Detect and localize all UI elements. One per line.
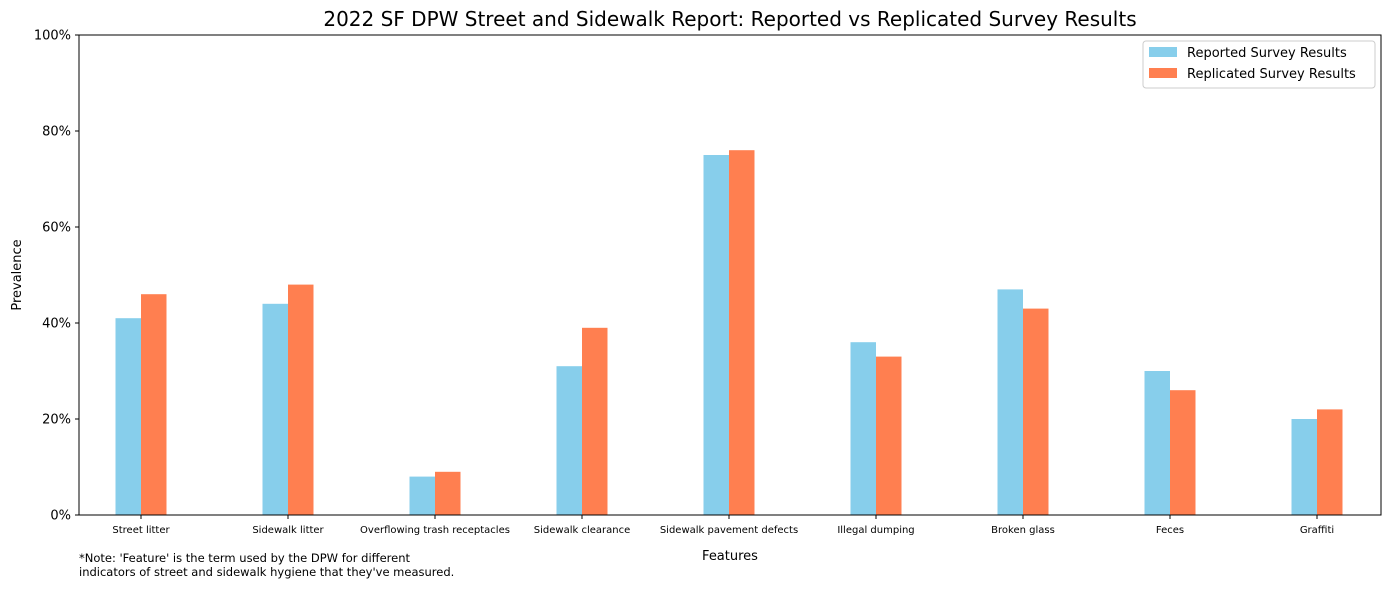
y-tick-label: 100% — [34, 29, 71, 44]
x-tick-label: Sidewalk clearance — [534, 525, 630, 536]
y-tick-label: 20% — [42, 413, 71, 428]
x-tick-label: Street litter — [112, 525, 170, 536]
bar-reported-4 — [703, 155, 729, 515]
y-tick-label: 60% — [42, 221, 71, 236]
bar-replicated-5 — [876, 356, 902, 515]
x-tick-label: Sidewalk pavement defects — [660, 525, 798, 536]
bar-replicated-2 — [435, 471, 461, 515]
bar-replicated-4 — [729, 150, 755, 515]
legend-label-1: Replicated Survey Results — [1187, 67, 1356, 82]
y-tick-label: 80% — [42, 125, 71, 140]
x-tick-label: Graffiti — [1300, 525, 1334, 536]
y-tick-label: 0% — [50, 509, 71, 524]
legend-box — [1142, 40, 1376, 89]
y-tick-label: 40% — [42, 317, 71, 332]
legend: Reported Survey Results Replicated Survey… — [1142, 40, 1376, 89]
legend-swatch-0 — [1149, 47, 1177, 57]
bar-replicated-1 — [288, 284, 314, 515]
bars-group — [115, 150, 1343, 515]
legend-label-0: Reported Survey Results — [1187, 46, 1347, 61]
bar-reported-3 — [556, 366, 582, 515]
y-axis-label: Prevalence — [10, 239, 25, 310]
bar-reported-0 — [115, 318, 141, 515]
x-tick-label: Feces — [1156, 525, 1184, 536]
bar-replicated-8 — [1317, 409, 1343, 515]
x-tick-label: Overflowing trash receptacles — [360, 525, 510, 536]
bar-replicated-6 — [1023, 308, 1049, 515]
x-axis-label: Features — [702, 549, 758, 564]
footnote-line-1: *Note: 'Feature' is the term used by the… — [79, 551, 411, 565]
chart-title: 2022 SF DPW Street and Sidewalk Report: … — [323, 7, 1136, 31]
bar-replicated-7 — [1170, 390, 1196, 515]
bar-reported-1 — [262, 303, 288, 515]
bar-reported-7 — [1144, 371, 1170, 515]
x-tick-label: Broken glass — [991, 525, 1055, 536]
legend-swatch-1 — [1149, 68, 1177, 78]
y-axis: 0% 20% 40% 60% 80% 100% — [34, 29, 79, 524]
bar-reported-6 — [997, 289, 1023, 515]
x-axis: Street litter Sidewalk litter Overflowing … — [112, 515, 1334, 536]
bar-replicated-0 — [141, 294, 167, 515]
x-tick-label: Illegal dumping — [837, 525, 914, 536]
footnote-line-2: indicators of street and sidewalk hygien… — [79, 565, 455, 579]
bar-replicated-3 — [582, 327, 608, 515]
bar-reported-5 — [850, 342, 876, 515]
bar-reported-8 — [1291, 419, 1317, 515]
x-tick-label: Sidewalk litter — [252, 525, 324, 536]
footnote: *Note: 'Feature' is the term used by the… — [79, 551, 454, 579]
bar-reported-2 — [409, 476, 435, 515]
plot-frame — [78, 34, 1382, 516]
